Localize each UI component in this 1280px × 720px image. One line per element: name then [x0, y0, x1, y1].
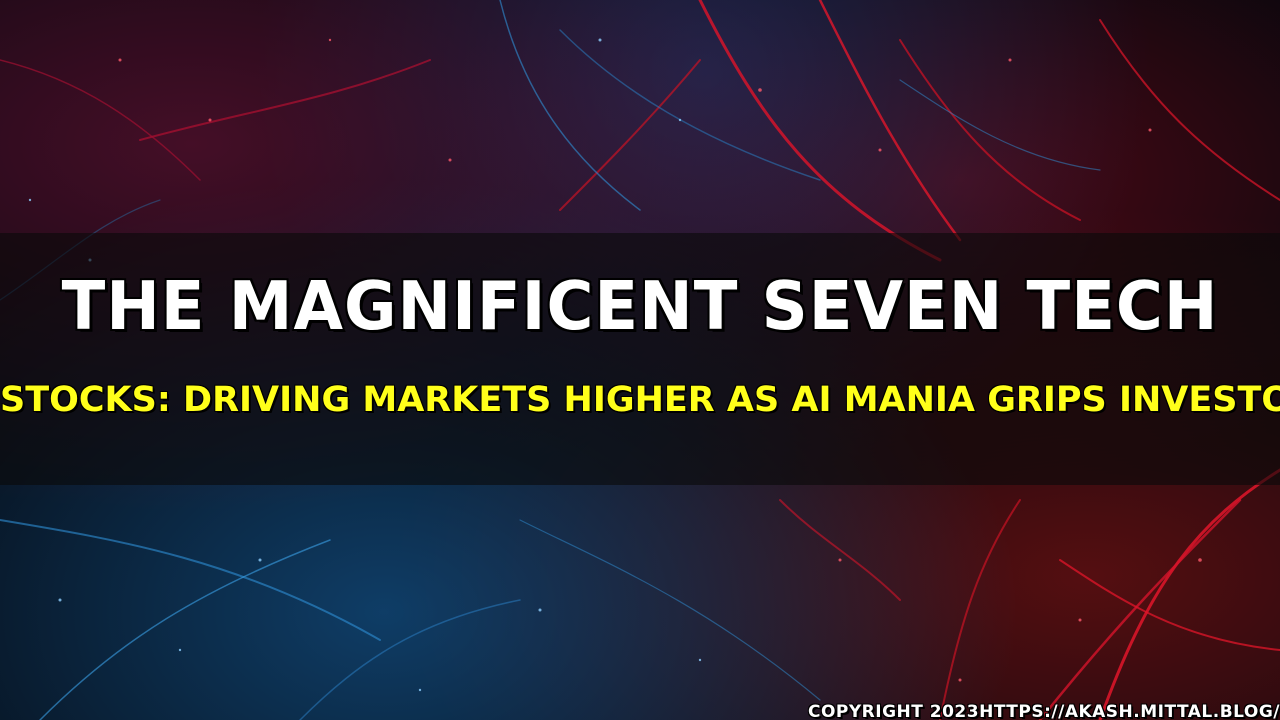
title-banner-overlay	[0, 233, 1280, 485]
copyright-notice: COPYRIGHT 2023HTTPS://AKASH.MITTAL.BLOG/	[807, 702, 1280, 720]
headline-secondary: STOCKS: DRIVING MARKETS HIGHER AS AI MAN…	[0, 380, 1280, 420]
headline-primary: THE MAGNIFICENT SEVEN TECH	[61, 268, 1219, 346]
